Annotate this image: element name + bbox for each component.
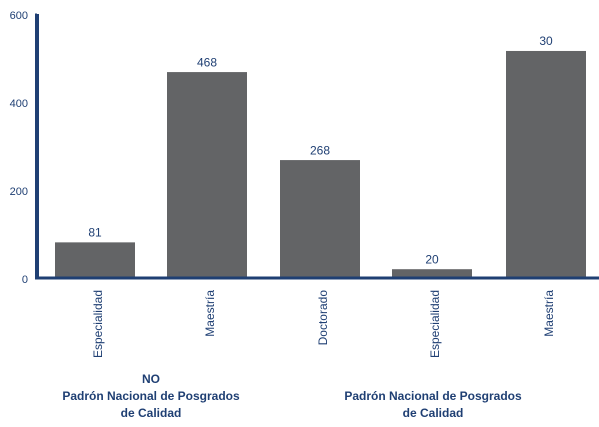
y-tick-label: 600: [10, 10, 28, 22]
group-label: de Calidad: [403, 406, 464, 420]
bar-label: 268: [310, 143, 330, 157]
group-label: Padrón Nacional de Posgrados: [62, 389, 240, 403]
group-label: Padrón Nacional de Posgrados: [344, 389, 522, 403]
bar: [55, 242, 135, 278]
x-tick-label: Especialidad: [428, 290, 442, 358]
x-tick-label: Maestría: [542, 290, 556, 337]
group-label: de Calidad: [121, 406, 182, 420]
y-tick-label: 400: [10, 98, 28, 110]
y-tick-label: 200: [10, 186, 28, 198]
bar-label: 468: [197, 55, 217, 69]
y-tick-label: 0: [22, 274, 28, 286]
group-label: NO: [142, 372, 160, 386]
bar-label: 20: [425, 252, 439, 266]
x-tick-label: Maestría: [203, 290, 217, 337]
bar: [167, 72, 247, 278]
bar-label: 30: [539, 34, 553, 48]
x-tick-label: Doctorado: [316, 290, 330, 346]
x-tick-label: Especialidad: [91, 290, 105, 358]
bar: [506, 50, 586, 279]
bar: [392, 269, 472, 278]
bar: [280, 160, 360, 278]
bar-label: 81: [88, 226, 102, 240]
